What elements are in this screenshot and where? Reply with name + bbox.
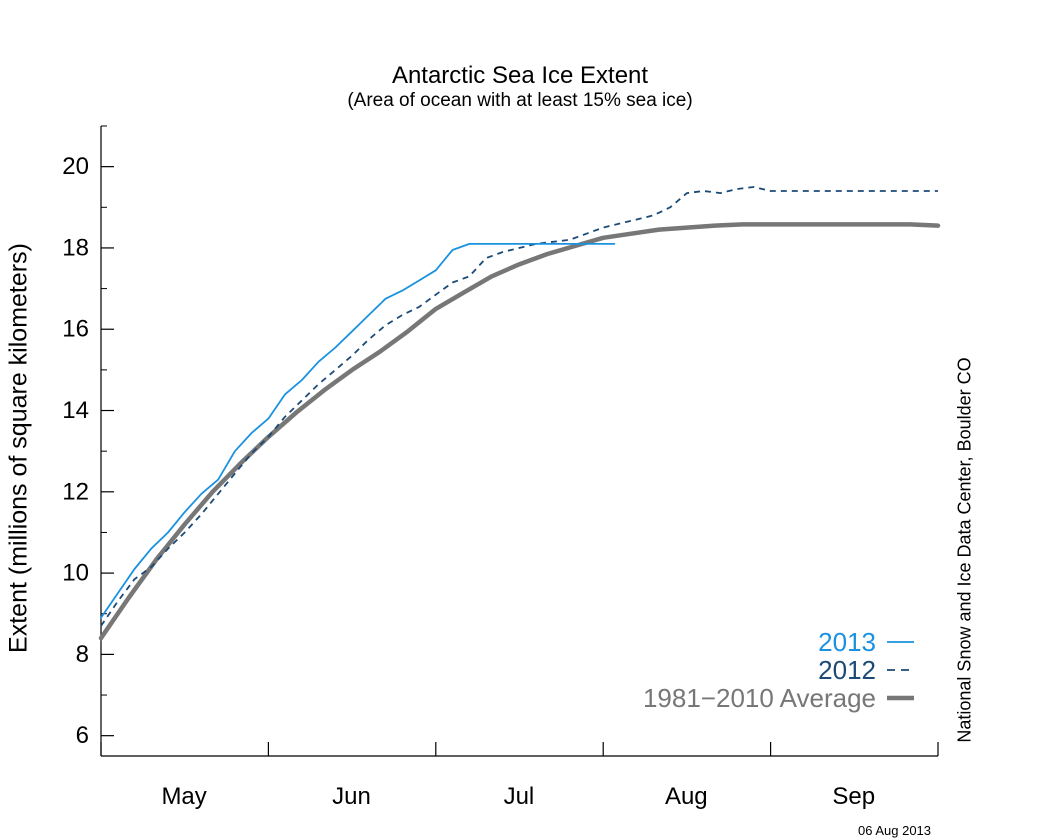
series-line-average — [98, 222, 941, 641]
y-tick-label: 12 — [62, 478, 89, 505]
x-tick-label: Jul — [504, 783, 535, 810]
series-layer — [98, 186, 941, 641]
legend-label: 1981−2010 Average — [643, 683, 876, 713]
y-tick-label: 8 — [76, 641, 89, 668]
x-tick-label: Jun — [332, 783, 371, 810]
x-tick-label: Aug — [665, 783, 708, 810]
x-tick-label: Sep — [832, 783, 875, 810]
x-tick-label: May — [161, 783, 206, 810]
chart-title: Antarctic Sea Ice Extent — [391, 62, 649, 89]
chart-subtitle: (Area of ocean with at least 15% sea ice… — [347, 90, 693, 111]
y-tick-label: 14 — [62, 397, 89, 424]
y-tick-label: 18 — [62, 234, 89, 261]
legend-label: 2013 — [818, 627, 876, 657]
legend-label: 2012 — [818, 655, 876, 685]
date-stamp: 06 Aug 2013 — [858, 823, 932, 838]
axes: 6 8 10 12 14 16 18 20 May Jun Jul Aug Sep — [62, 125, 939, 810]
y-tick-label: 6 — [76, 722, 89, 749]
y-tick-label: 10 — [62, 560, 89, 587]
y-tick-label: 20 — [62, 153, 89, 180]
y-tick-label: 16 — [62, 316, 89, 343]
series-line-2013 — [100, 242, 616, 619]
series-line-2012 — [100, 186, 938, 627]
